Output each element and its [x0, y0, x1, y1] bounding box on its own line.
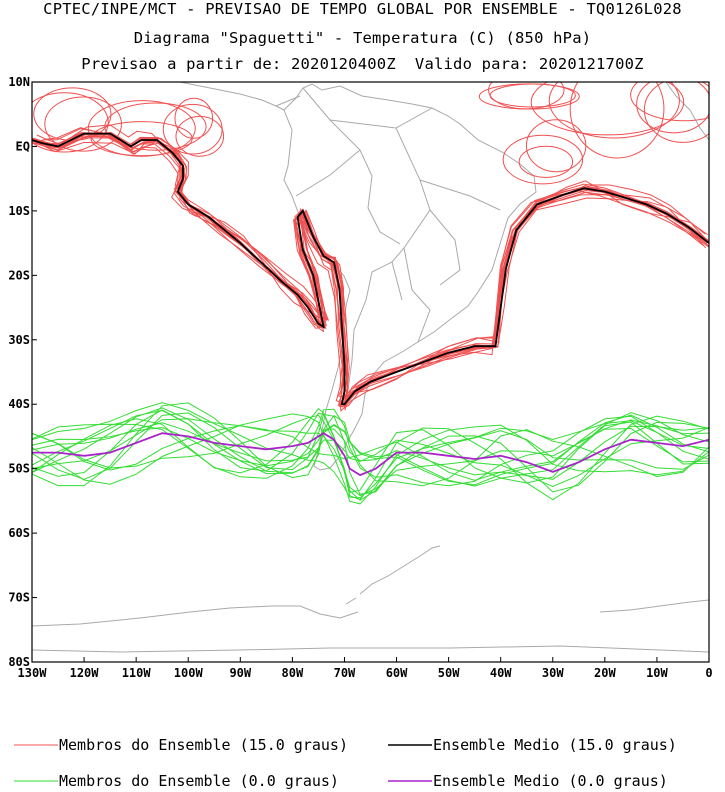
y-tick-label: 20S [8, 268, 30, 282]
y-tick-label: 40S [8, 397, 30, 411]
y-tick-label: EQ [16, 139, 30, 153]
x-tick-label: 50W [438, 666, 460, 680]
x-tick-label: 30W [542, 666, 564, 680]
x-tick-label: 100W [174, 666, 204, 680]
y-tick-label: 70S [8, 591, 30, 605]
legend-mean15: Ensemble Medio (15.0 graus) [433, 736, 677, 754]
member0-line [32, 413, 709, 505]
member15-contour [104, 102, 207, 151]
legend-member0: Membros do Ensemble (0.0 graus) [59, 772, 339, 790]
member15-contour [488, 82, 565, 110]
legend-member15: Membros do Ensemble (15.0 graus) [59, 736, 348, 754]
member15-contour [162, 103, 223, 155]
chart-title-line1: CPTEC/INPE/MCT - PREVISAO DE TEMPO GLOBA… [43, 0, 682, 18]
country-borders [295, 87, 501, 391]
y-tick-label: 10N [8, 75, 30, 89]
member15-contour [630, 82, 709, 122]
mean15-line [32, 132, 709, 406]
x-axis: 130W 120W 110W 100W 90W 80W 70W 60W 50W 40W 30W 20W… [18, 657, 713, 680]
chart-title-line3: Previsao a partir de: 2020120400Z Valido… [81, 55, 644, 73]
member15-contour [643, 82, 709, 143]
x-tick-label: 80W [282, 666, 304, 680]
x-tick-label: 60W [386, 666, 408, 680]
y-tick-label: 10S [8, 204, 30, 218]
member15-contour [525, 119, 587, 173]
member15-contour [32, 92, 109, 153]
member15-contour [502, 134, 584, 185]
africa-coast [665, 82, 709, 141]
x-tick-label: 130W [18, 666, 48, 680]
member15-contour [548, 82, 680, 139]
member-lines-0 [32, 402, 709, 505]
member0-line [32, 425, 709, 480]
y-axis: 10N EQ 10S 20S 30S 40S 50S 60S 70S 80S [8, 75, 37, 669]
y-tick-label: 30S [8, 333, 30, 347]
member15-contour [636, 82, 709, 134]
antarctic-peninsula [32, 545, 709, 653]
member15-contour [518, 145, 574, 178]
y-tick-label: 60S [8, 526, 30, 540]
x-tick-label: 10W [646, 666, 668, 680]
member15-contour [530, 82, 685, 136]
member15-contour [175, 115, 225, 157]
x-tick-label: 120W [70, 666, 100, 680]
chart-title-line2: Diagrama "Spaguetti" - Temperatura (C) (… [133, 29, 592, 47]
x-tick-label: 90W [229, 666, 251, 680]
plot-area [32, 82, 709, 662]
y-tick-label: 80S [8, 655, 30, 669]
x-tick-label: 0 [705, 666, 712, 680]
mean-lines [32, 132, 709, 477]
member15-contour [87, 100, 196, 157]
member15-contour [174, 97, 214, 139]
x-tick-label: 70W [334, 666, 356, 680]
legend-mean0: Ensemble Medio (0.0 graus) [433, 772, 668, 790]
member15-contour [44, 96, 122, 152]
plot-frame [31, 81, 710, 663]
member15-contour [569, 82, 665, 159]
x-tick-label: 20W [594, 666, 616, 680]
x-tick-label: 110W [122, 666, 152, 680]
y-tick-label: 50S [8, 462, 30, 476]
mean0-line [32, 432, 709, 477]
member0-line [32, 408, 709, 487]
member0-line [32, 409, 709, 493]
central-america-coast [179, 82, 301, 111]
x-tick-label: 40W [490, 666, 512, 680]
